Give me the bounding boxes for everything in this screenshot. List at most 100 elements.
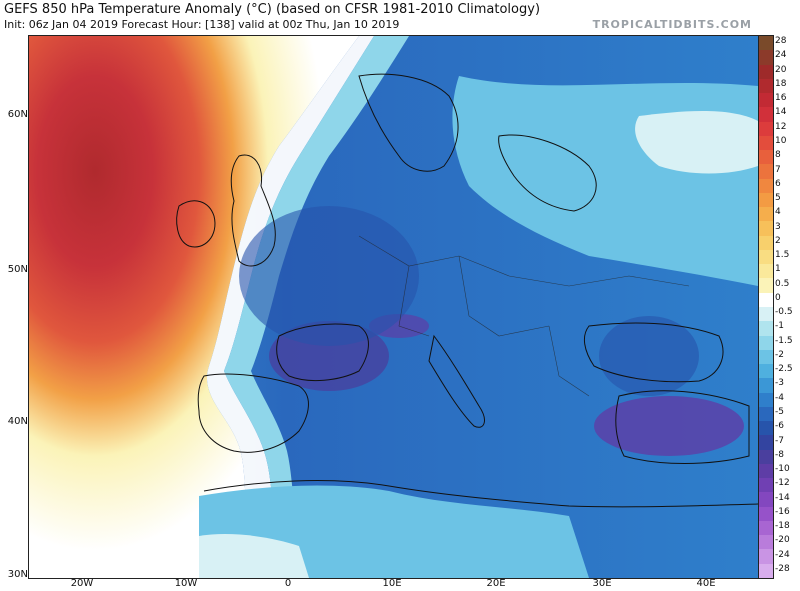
- colorbar-label: 1: [775, 264, 781, 275]
- cold-core-turkey: [594, 396, 744, 456]
- lon-label-10e: 10E: [382, 578, 402, 589]
- colorbar-label: 24: [775, 50, 787, 61]
- colorbar-label: 5: [775, 193, 781, 204]
- cold-core-blacksea: [599, 316, 699, 396]
- colorbar-cell: [759, 78, 773, 94]
- colorbar-label: -4: [775, 392, 784, 403]
- colorbar-cell: [759, 264, 773, 279]
- lat-label-30n: 30N: [7, 569, 28, 580]
- map-subtitle: Init: 06z Jan 04 2019 Forecast Hour: [13…: [4, 18, 400, 31]
- colorbar: [758, 35, 774, 579]
- colorbar-cell: [759, 406, 773, 422]
- colorbar-cell: [759, 164, 773, 180]
- colorbar-cell: [759, 207, 773, 222]
- country-borders: [358, 235, 690, 397]
- colorbar-label: 0: [775, 292, 781, 303]
- colorbar-label: -18: [775, 521, 790, 532]
- brand-watermark: TROPICALTIDBITS.COM: [592, 18, 752, 31]
- colorbar-cell: [759, 478, 773, 493]
- colorbar-label: -3: [775, 378, 784, 389]
- colorbar-label: -2.5: [775, 364, 793, 375]
- colorbar-label: -14: [775, 492, 790, 503]
- lon-label-40e: 40E: [696, 578, 716, 589]
- colorbar-cell: [759, 349, 773, 365]
- colorbar-cell: [759, 93, 773, 108]
- colorbar-cell: [759, 321, 773, 336]
- colorbar-label: 2: [775, 235, 781, 246]
- colorbar-label: 14: [775, 107, 787, 118]
- colorbar-cell: [759, 178, 773, 194]
- colorbar-label: 12: [775, 121, 787, 132]
- colorbar-label: 20: [775, 64, 787, 75]
- colorbar-cell: [759, 449, 773, 465]
- colorbar-cell: [759, 50, 773, 65]
- colorbar-label: -5: [775, 406, 784, 417]
- colorbar-cell: [759, 463, 773, 479]
- colorbar-label: 8: [775, 150, 781, 161]
- lon-label-20e: 20E: [486, 578, 506, 589]
- lon-label-30e: 30E: [592, 578, 612, 589]
- colorbar-label: -12: [775, 478, 790, 489]
- colorbar-cell: [759, 335, 773, 351]
- colorbar-cell: [759, 549, 773, 565]
- colorbar-cell: [759, 36, 773, 51]
- colorbar-cell: [759, 364, 773, 379]
- colorbar-cell: [759, 249, 773, 265]
- anomaly-map: [28, 35, 759, 579]
- colorbar-cell: [759, 121, 773, 137]
- lon-label-20w: 20W: [70, 578, 94, 589]
- colorbar-cell: [759, 421, 773, 436]
- colorbar-label: 0.5: [775, 278, 790, 289]
- colorbar-label: -7: [775, 435, 784, 446]
- colorbar-cell: [759, 506, 773, 522]
- colorbar-cell: [759, 307, 773, 322]
- colorbar-cell: [759, 135, 773, 151]
- colorbar-cell: [759, 435, 773, 451]
- colorbar-label: -8: [775, 449, 784, 460]
- colorbar-label: -2: [775, 349, 784, 360]
- colorbar-label: 3: [775, 221, 781, 232]
- lon-label-10w: 10W: [174, 578, 198, 589]
- map-canvas: [29, 36, 758, 578]
- colorbar-label: 16: [775, 93, 787, 104]
- colorbar-cell: [759, 392, 773, 408]
- lat-label-40n: 40N: [7, 416, 28, 427]
- colorbar-cell: [759, 192, 773, 208]
- colorbar-label: -24: [775, 549, 790, 560]
- colorbar-cell: [759, 492, 773, 508]
- colorbar-cell: [759, 150, 773, 165]
- colorbar-label: -10: [775, 464, 790, 475]
- colorbar-label: 10: [775, 135, 787, 146]
- colorbar-label: -16: [775, 506, 790, 517]
- colorbar-cell: [759, 378, 773, 394]
- colorbar-label: 4: [775, 207, 781, 218]
- colorbar-cell: [759, 563, 773, 579]
- zero-band: [206, 36, 374, 578]
- colorbar-cell: [759, 520, 773, 536]
- map-title: GEFS 850 hPa Temperature Anomaly (°C) (b…: [4, 2, 541, 17]
- colorbar-label: 18: [775, 78, 787, 89]
- colorbar-cell: [759, 278, 773, 294]
- lon-label-0: 0: [284, 578, 292, 589]
- colorbar-label: 1.5: [775, 250, 790, 261]
- colorbar-cell: [759, 292, 773, 308]
- colorbar-cell: [759, 235, 773, 251]
- near-zero-africa: [199, 534, 309, 578]
- colorbar-label: 7: [775, 164, 781, 175]
- colorbar-label: -1.5: [775, 335, 793, 346]
- colorbar-label: 6: [775, 178, 781, 189]
- colorbar-cell: [759, 535, 773, 550]
- lat-label-50n: 50N: [7, 264, 28, 275]
- colorbar-label: 28: [775, 36, 787, 47]
- colorbar-cell: [759, 64, 773, 80]
- colorbar-label: -28: [775, 563, 790, 574]
- cool-transition: [224, 36, 409, 578]
- coastlines: [176, 73, 758, 508]
- colorbar-cell: [759, 107, 773, 123]
- near-zero-northeast: [635, 111, 758, 174]
- colorbar-label: -6: [775, 421, 784, 432]
- warm-anomaly-atlantic: [29, 36, 359, 578]
- colorbar-label: -1: [775, 321, 784, 332]
- colorbar-label: -20: [775, 535, 790, 546]
- colorbar-cell: [759, 221, 773, 237]
